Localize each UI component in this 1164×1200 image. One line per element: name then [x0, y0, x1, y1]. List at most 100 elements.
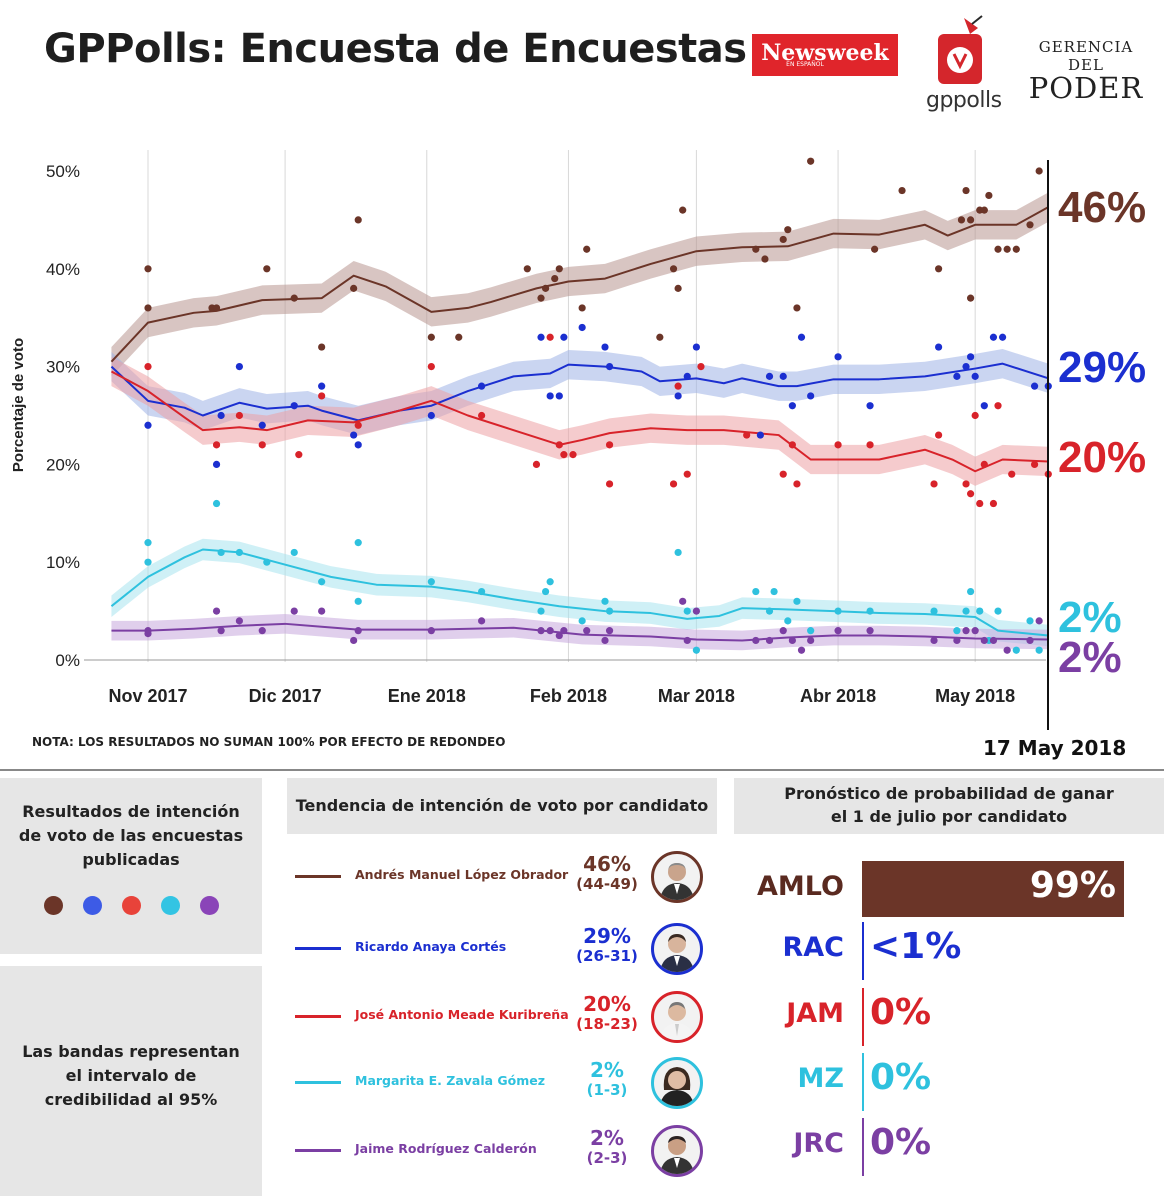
poll-point: [578, 323, 586, 332]
poll-point: [354, 627, 362, 635]
person-icon: [660, 1002, 694, 1040]
poll-point: [144, 539, 152, 547]
poll-point: [551, 274, 559, 283]
poll-point: [674, 382, 682, 390]
series-line: [110, 362, 1049, 422]
poll-point: [478, 411, 486, 420]
candidate-row: Margarita E. Zavala Gómez 2% (1-3): [287, 1054, 717, 1114]
y-tick-label: 10%: [46, 553, 80, 572]
poll-point: [478, 617, 486, 625]
poll-point: [994, 607, 1002, 615]
poll-point: [560, 333, 568, 341]
avatar: [651, 851, 703, 903]
poll-point: [967, 353, 975, 361]
poll-chart: Nov 2017 Dic 2017 Ene 2018 Feb 2018 Mar 2018…: [10, 150, 1146, 730]
poll-point: [354, 441, 362, 449]
poll-point: [962, 607, 970, 615]
poll-point: [756, 431, 764, 439]
dots-legend-line1: Resultados de intención: [22, 802, 240, 821]
poll-point: [1026, 636, 1034, 645]
poll-point: [962, 363, 970, 371]
poll-point: [935, 265, 943, 273]
poll-point: [258, 441, 266, 449]
poll-point: [788, 636, 796, 645]
series-line: [110, 206, 1049, 363]
gppolls-logo-text: gppolls: [926, 88, 1002, 113]
candidate-row: Jaime Rodríguez Calderón 2% (2-3): [287, 1122, 717, 1182]
dots-legend-line3: publicadas: [82, 850, 180, 869]
poll-point: [354, 216, 362, 224]
y-tick-label: 0%: [55, 651, 80, 670]
poll-point: [962, 186, 970, 195]
poll-point: [290, 294, 298, 302]
probability-bar: [862, 861, 1124, 917]
avatar: [651, 923, 703, 975]
series-line: [110, 548, 1049, 637]
probability-row: RAC <1%: [734, 922, 1164, 980]
series-band: [111, 356, 1049, 486]
candidate-pct: 2%: [590, 1126, 624, 1150]
candidate-pct: 2%: [590, 1058, 624, 1082]
poll-point: [537, 333, 545, 341]
probability-candidate-abbr: JRC: [793, 1128, 844, 1159]
poll-point: [953, 627, 961, 635]
probability-candidate-abbr: JAM: [786, 998, 844, 1029]
poll-point: [350, 284, 358, 292]
poll-point: [235, 363, 243, 371]
poll-point: [779, 627, 787, 635]
poll-point: [674, 548, 682, 557]
poll-point: [144, 363, 152, 371]
poll-point: [1026, 617, 1034, 625]
poll-point: [953, 636, 961, 645]
probability-row: JRC 0%: [734, 1118, 1164, 1176]
series-line: [110, 370, 1049, 473]
candidate-range: (26-31): [576, 947, 638, 965]
series-end-label: 2%: [1058, 633, 1122, 682]
poll-point: [455, 333, 463, 341]
poll-point: [532, 460, 541, 468]
poll-point: [537, 607, 545, 615]
series-line: [111, 622, 1049, 642]
poll-point: [866, 441, 874, 449]
poll-point: [971, 627, 979, 635]
poll-point: [295, 451, 303, 459]
poll-point: [980, 636, 988, 645]
poll-point: [679, 597, 687, 605]
poll-point: [779, 372, 787, 380]
poll-point: [212, 441, 221, 449]
poll-point: [976, 607, 984, 615]
poll-point: [985, 191, 993, 200]
poll-point: [967, 216, 975, 224]
chart-bands: [111, 192, 1049, 651]
poll-point: [354, 539, 362, 547]
newsweek-logo: Newsweek EN ESPAÑOL: [752, 34, 898, 76]
candidate-name: Margarita E. Zavala Gómez: [355, 1073, 546, 1088]
poll-point: [967, 587, 975, 596]
poll-point: [683, 636, 691, 645]
poll-point: [692, 646, 701, 654]
candidate-name: José Antonio Meade Kuribreña: [355, 1007, 569, 1022]
poll-point: [1035, 617, 1043, 625]
candidate-line-swatch: [295, 875, 341, 878]
poll-point: [871, 245, 879, 253]
poll-point: [605, 607, 614, 615]
candidate-name: Jaime Rodríguez Calderón: [355, 1141, 537, 1156]
probability-row: MZ 0%: [734, 1053, 1164, 1111]
poll-point: [957, 216, 966, 224]
x-tick-label: Nov 2017: [108, 686, 187, 706]
avatar: [651, 991, 703, 1043]
newsweek-logo-sub: EN ESPAÑOL: [786, 61, 824, 68]
date-label: 17 May 2018: [983, 736, 1127, 760]
poll-point: [989, 636, 998, 645]
poll-point: [967, 294, 975, 302]
poll-point: [697, 363, 705, 371]
poll-point: [290, 402, 298, 410]
poll-point: [674, 392, 682, 400]
dots-legend-swatches: [0, 896, 262, 915]
poll-point: [546, 578, 554, 586]
poll-point: [669, 480, 678, 488]
candidate-line-swatch: [295, 1015, 341, 1018]
poll-point: [743, 431, 751, 439]
poll-point: [793, 304, 801, 312]
poll-point: [258, 627, 266, 635]
